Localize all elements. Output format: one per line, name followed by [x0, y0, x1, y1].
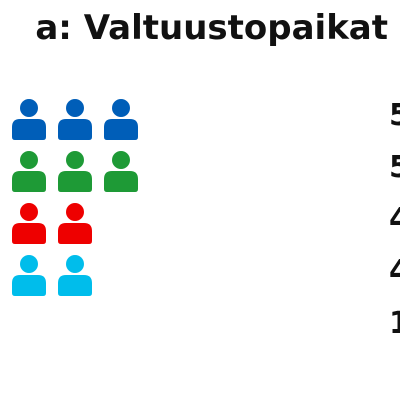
value-label: 5	[389, 150, 400, 185]
value-label: 4	[389, 202, 400, 237]
value-label: 1	[389, 306, 400, 341]
value-label: 5	[389, 98, 400, 133]
person-icon	[104, 99, 138, 140]
pictogram-row	[12, 255, 92, 296]
pictogram-row	[12, 99, 138, 140]
person-icon	[104, 151, 138, 192]
person-icon	[12, 99, 46, 140]
pictogram-chart	[12, 99, 138, 296]
pictogram-row	[12, 203, 92, 244]
person-icon	[12, 255, 46, 296]
person-icon	[12, 203, 46, 244]
person-icon	[12, 151, 46, 192]
person-icon	[58, 151, 92, 192]
chart-title-area: a: Valtuustopaikat	[0, 0, 400, 52]
person-icon	[58, 99, 92, 140]
person-icon	[58, 255, 92, 296]
person-icon	[58, 203, 92, 244]
pictogram-row	[12, 151, 138, 192]
chart-title: a: Valtuustopaikat	[35, 8, 388, 48]
value-label: 4	[389, 254, 400, 289]
